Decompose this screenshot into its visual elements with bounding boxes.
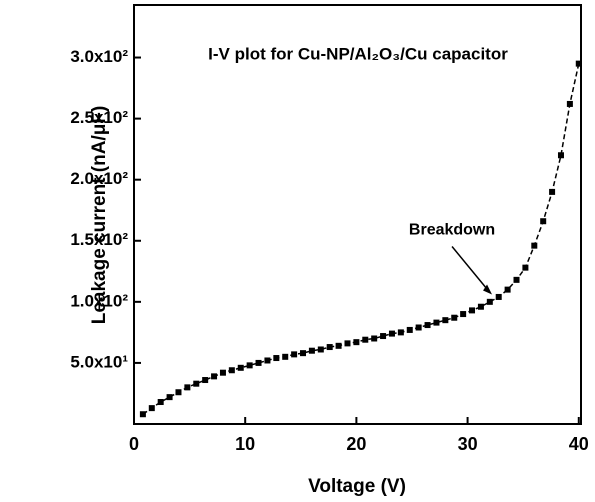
chart: I-V plot for Cu-NP/Al₂O₃/Cu capacitor Vo… bbox=[0, 0, 595, 502]
data-point bbox=[184, 384, 190, 390]
x-tick-label: 20 bbox=[346, 434, 366, 454]
annotation-arrow bbox=[452, 247, 489, 292]
data-point bbox=[300, 350, 306, 356]
data-point bbox=[211, 373, 217, 379]
data-point bbox=[407, 327, 413, 333]
data-point bbox=[531, 243, 537, 249]
series-line bbox=[143, 64, 579, 415]
data-point bbox=[309, 348, 315, 354]
data-point bbox=[344, 340, 350, 346]
data-point bbox=[247, 362, 253, 368]
y-tick-label: 5.0x10¹ bbox=[70, 352, 128, 371]
data-point bbox=[336, 343, 342, 349]
data-point bbox=[193, 381, 199, 387]
data-point bbox=[202, 377, 208, 383]
data-point bbox=[140, 411, 146, 417]
x-tick-label: 30 bbox=[458, 434, 478, 454]
chart-title: I-V plot for Cu-NP/Al₂O₃/Cu capacitor bbox=[208, 44, 508, 63]
y-tick-label: 2.0x10² bbox=[70, 169, 128, 188]
x-axis-label: Voltage (V) bbox=[308, 476, 406, 497]
data-point bbox=[549, 189, 555, 195]
data-point bbox=[229, 367, 235, 373]
data-point bbox=[327, 344, 333, 350]
data-point bbox=[487, 299, 493, 305]
data-point bbox=[256, 360, 262, 366]
data-point bbox=[398, 329, 404, 335]
data-point bbox=[442, 317, 448, 323]
data-point bbox=[353, 339, 359, 345]
data-point bbox=[567, 101, 573, 107]
data-point bbox=[238, 365, 244, 371]
data-point bbox=[425, 322, 431, 328]
data-point bbox=[576, 61, 582, 67]
data-point bbox=[460, 311, 466, 317]
x-tick-label: 40 bbox=[569, 434, 589, 454]
data-point bbox=[175, 389, 181, 395]
data-point bbox=[167, 394, 173, 400]
x-tick-label: 0 bbox=[129, 434, 139, 454]
y-tick-label: 1.0x10² bbox=[70, 291, 128, 310]
data-point bbox=[416, 324, 422, 330]
y-tick-label: 3.0x10² bbox=[70, 47, 128, 66]
data-point bbox=[362, 337, 368, 343]
data-point bbox=[273, 355, 279, 361]
data-point bbox=[496, 294, 502, 300]
data-point bbox=[389, 331, 395, 337]
data-point bbox=[380, 333, 386, 339]
data-point bbox=[514, 277, 520, 283]
data-point bbox=[433, 320, 439, 326]
data-point bbox=[522, 265, 528, 271]
data-point bbox=[318, 346, 324, 352]
annotation-text: Breakdown bbox=[409, 222, 495, 239]
data-point bbox=[282, 354, 288, 360]
data-point bbox=[469, 307, 475, 313]
x-tick-label: 10 bbox=[235, 434, 255, 454]
data-point bbox=[558, 152, 564, 158]
data-point bbox=[264, 357, 270, 363]
data-point bbox=[149, 405, 155, 411]
data-point bbox=[478, 304, 484, 310]
y-tick-label: 1.5x10² bbox=[70, 230, 128, 249]
data-point bbox=[291, 351, 297, 357]
y-tick-label: 2.5x10² bbox=[70, 108, 128, 127]
data-point bbox=[220, 370, 226, 376]
plot-frame bbox=[134, 5, 581, 424]
data-point bbox=[371, 335, 377, 341]
data-point bbox=[451, 315, 457, 321]
data-point bbox=[540, 218, 546, 224]
data-point bbox=[158, 399, 164, 405]
data-point bbox=[505, 287, 511, 293]
